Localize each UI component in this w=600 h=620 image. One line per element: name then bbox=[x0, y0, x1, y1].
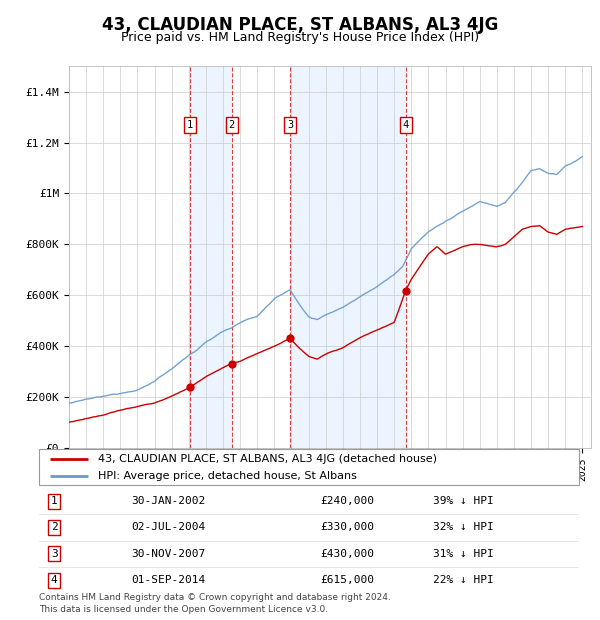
Text: 43, CLAUDIAN PLACE, ST ALBANS, AL3 4JG (detached house): 43, CLAUDIAN PLACE, ST ALBANS, AL3 4JG (… bbox=[98, 454, 437, 464]
Text: 31% ↓ HPI: 31% ↓ HPI bbox=[433, 549, 494, 559]
Text: 2: 2 bbox=[229, 120, 235, 130]
Text: HPI: Average price, detached house, St Albans: HPI: Average price, detached house, St A… bbox=[98, 471, 357, 481]
Text: 3: 3 bbox=[51, 549, 58, 559]
Bar bbox=[290, 66, 406, 448]
Text: £240,000: £240,000 bbox=[320, 496, 374, 506]
Text: 32% ↓ HPI: 32% ↓ HPI bbox=[433, 523, 494, 533]
Text: 02-JUL-2004: 02-JUL-2004 bbox=[131, 523, 205, 533]
Text: 01-SEP-2014: 01-SEP-2014 bbox=[131, 575, 205, 585]
Text: 43, CLAUDIAN PLACE, ST ALBANS, AL3 4JG: 43, CLAUDIAN PLACE, ST ALBANS, AL3 4JG bbox=[102, 16, 498, 33]
Text: 30-JAN-2002: 30-JAN-2002 bbox=[131, 496, 205, 506]
Bar bbox=[190, 66, 232, 448]
Text: £430,000: £430,000 bbox=[320, 549, 374, 559]
Text: Price paid vs. HM Land Registry's House Price Index (HPI): Price paid vs. HM Land Registry's House … bbox=[121, 31, 479, 44]
Text: 3: 3 bbox=[287, 120, 293, 130]
Text: 1: 1 bbox=[51, 496, 58, 506]
Text: £615,000: £615,000 bbox=[320, 575, 374, 585]
Text: Contains HM Land Registry data © Crown copyright and database right 2024.
This d: Contains HM Land Registry data © Crown c… bbox=[39, 593, 391, 614]
Text: 30-NOV-2007: 30-NOV-2007 bbox=[131, 549, 205, 559]
Text: 4: 4 bbox=[51, 575, 58, 585]
Text: 2: 2 bbox=[51, 523, 58, 533]
Text: 1: 1 bbox=[187, 120, 193, 130]
Text: 22% ↓ HPI: 22% ↓ HPI bbox=[433, 575, 494, 585]
Text: 39% ↓ HPI: 39% ↓ HPI bbox=[433, 496, 494, 506]
Text: 4: 4 bbox=[403, 120, 409, 130]
Text: £330,000: £330,000 bbox=[320, 523, 374, 533]
